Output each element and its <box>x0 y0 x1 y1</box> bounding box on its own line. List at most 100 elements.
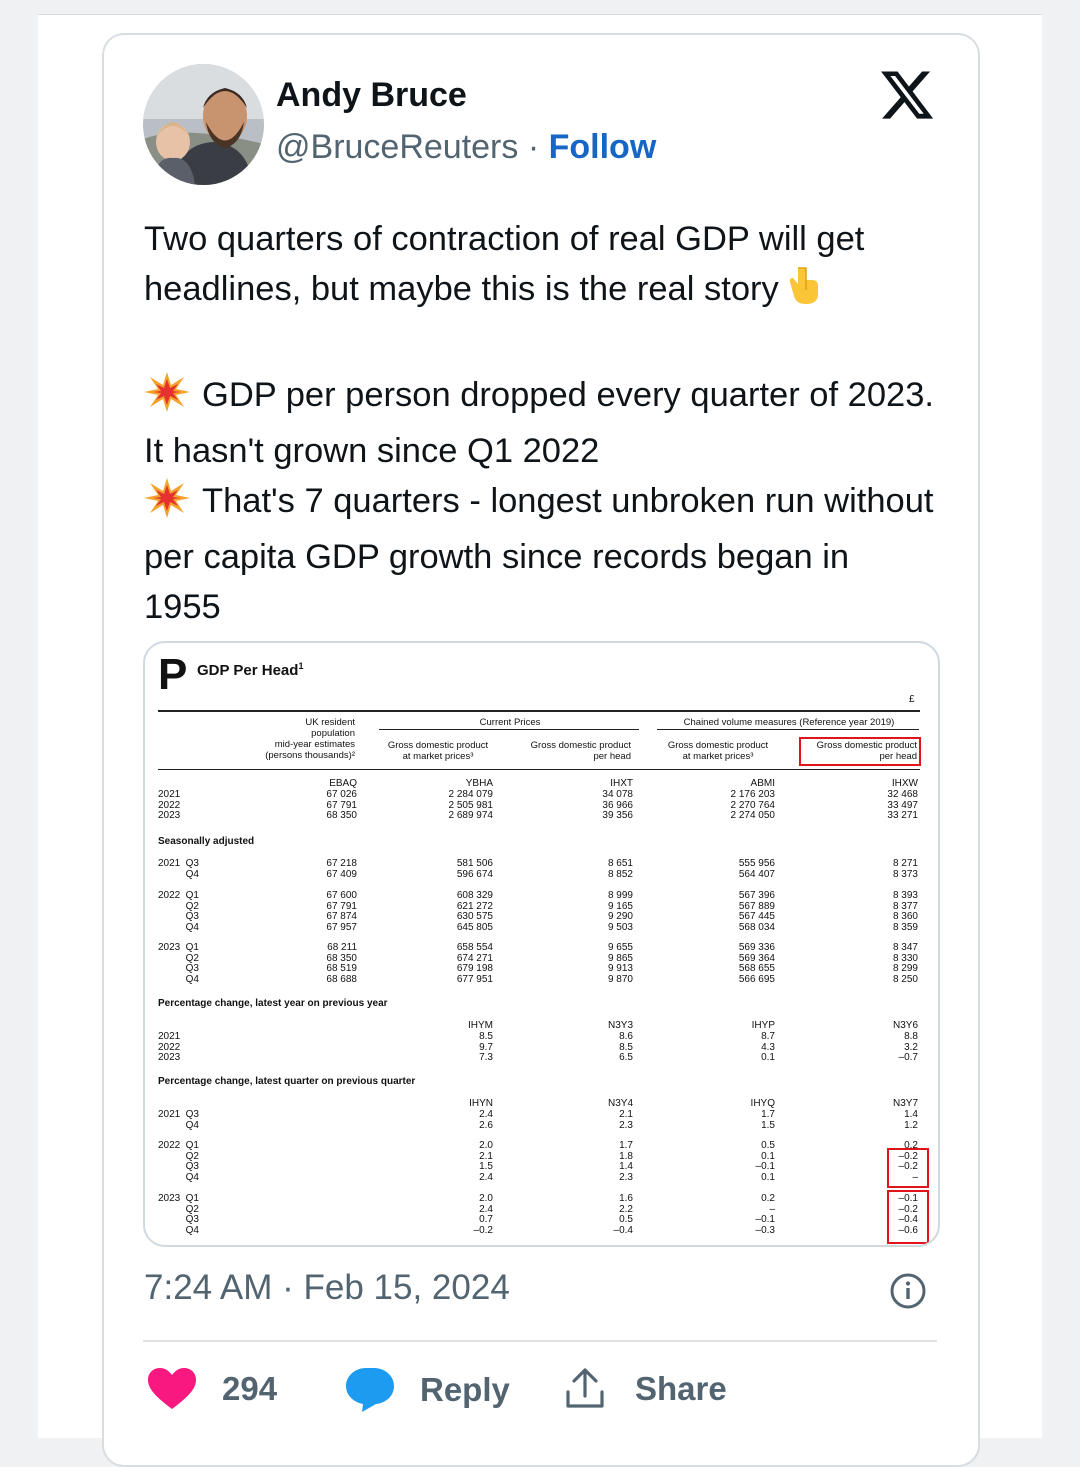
table-cell: 68 350 <box>326 952 357 964</box>
table-cell: 658 554 <box>456 942 493 953</box>
info-icon[interactable] <box>889 1272 927 1310</box>
row-year-label: 2023 <box>158 1052 181 1063</box>
row-quarter-label: Q3 <box>185 1161 199 1172</box>
table-cell: 33 497 <box>887 799 918 811</box>
table-cell: 2.1 <box>619 1109 633 1120</box>
row-year-label: 2021 <box>158 789 181 800</box>
table-cell: 0.5 <box>619 1214 633 1225</box>
table-cell: 8 373 <box>892 868 918 880</box>
table-cell: 1.7 <box>619 1140 633 1151</box>
reply-label: Reply <box>420 1371 510 1408</box>
table-cell: 68 211 <box>327 942 357 953</box>
table-cell: 2.6 <box>479 1119 493 1131</box>
table-cell: 0.2 <box>761 1193 775 1204</box>
table-cell: –0.2 <box>898 1161 918 1172</box>
table-cell: 8 377 <box>892 900 918 912</box>
table-cell: 568 655 <box>738 963 775 974</box>
table-cell: 4.3 <box>761 1041 775 1053</box>
row-year-label: 2022 <box>158 799 181 811</box>
collision-emoji-icon <box>144 478 190 532</box>
row-quarter-label: Q1 <box>185 1193 199 1204</box>
row-quarter-label: Q2 <box>185 1150 199 1162</box>
row-quarter-label: Q2 <box>185 900 199 912</box>
row-quarter-label: Q4 <box>185 1119 199 1131</box>
table-cell: 568 034 <box>738 921 775 933</box>
attached-image[interactable]: P GDP Per Head1 £ UK resident population m… <box>143 641 940 1247</box>
row-year-label: 2022 <box>158 1041 181 1053</box>
series-code: IHYM <box>468 1020 493 1031</box>
author-handle[interactable]: @BruceReuters <box>276 128 519 166</box>
table-cell: 679 198 <box>456 963 493 974</box>
table-cell: 8 347 <box>892 942 918 953</box>
table-cell: 1.8 <box>619 1150 633 1162</box>
author-name[interactable]: Andy Bruce <box>276 76 467 114</box>
table-cell: 8 651 <box>607 858 633 869</box>
table-cell: 9 165 <box>607 900 633 912</box>
table-cell: 67 218 <box>326 858 357 869</box>
table-cell: 2.2 <box>619 1203 633 1215</box>
table-cell: 67 600 <box>326 890 357 901</box>
table-cell: 8.7 <box>761 1031 775 1042</box>
table-cell: 2 505 981 <box>448 799 494 811</box>
table-cell: 1.2 <box>904 1119 918 1131</box>
table-cell: 566 695 <box>738 973 775 985</box>
x-logo-icon[interactable] <box>878 66 936 124</box>
reply-button[interactable]: Reply <box>346 1368 510 1412</box>
tweet-bullet-2: That's 7 quarters - longest unbroken run… <box>144 482 934 626</box>
table-cell: 1.6 <box>619 1193 633 1204</box>
row-year-label: 2022 <box>158 890 181 901</box>
table-cell: 67 957 <box>326 921 357 933</box>
table-cell: 596 674 <box>456 868 493 880</box>
col-current-per-head-header: Gross domestic product per head <box>530 740 631 762</box>
tweet-text: Two quarters of contraction of real GDP … <box>144 214 934 632</box>
group-current-prices: Current Prices <box>479 717 541 728</box>
table-cell: 34 078 <box>602 789 633 800</box>
col-current-gdp-header: Gross domestic product at market prices³ <box>387 740 489 762</box>
row-quarter-label: Q4 <box>185 921 199 933</box>
group-current-rule <box>379 729 639 730</box>
row-quarter-label: Q3 <box>185 911 199 922</box>
table-cell: 2 689 974 <box>448 810 494 821</box>
tweet-timestamp[interactable]: 7:24 AM · Feb 15, 2024 <box>144 1268 510 1307</box>
table-cell: 2.0 <box>479 1140 493 1151</box>
table-cell: 6.5 <box>619 1052 633 1063</box>
table-cell: 674 271 <box>456 952 493 964</box>
collision-emoji-icon <box>144 372 190 426</box>
table-cell: 68 519 <box>326 963 357 974</box>
col-chained-per-head-header: Gross domestic product per head <box>816 740 917 762</box>
table-cell: 567 396 <box>738 890 775 901</box>
like-button[interactable]: 294 <box>148 1368 277 1410</box>
follow-button[interactable]: Follow <box>548 128 657 166</box>
row-quarter-label: Q2 <box>185 1203 199 1215</box>
table-cell: 564 407 <box>738 868 775 880</box>
share-icon <box>565 1368 605 1410</box>
highlight-box-2022 <box>887 1148 929 1188</box>
table-top-rule <box>158 710 920 712</box>
table-cell: 2.4 <box>479 1203 493 1215</box>
author-avatar[interactable] <box>143 64 264 185</box>
table-cell: –0.6 <box>898 1224 918 1236</box>
header-bottom-rule <box>158 769 920 770</box>
table-cell: 0.2 <box>904 1140 918 1151</box>
row-year-label: 2023 <box>158 942 181 953</box>
series-code: EBAQ <box>329 778 357 789</box>
table-cell: 67 791 <box>326 799 357 811</box>
table-cell: 0.1 <box>761 1052 775 1063</box>
table-cell: 67 026 <box>326 789 357 800</box>
table-cell: 68 688 <box>326 973 357 985</box>
table-cell: 9 913 <box>607 963 633 974</box>
table-cell: 630 575 <box>456 911 493 922</box>
series-code: IHXT <box>610 778 633 789</box>
author-handle-row: @BruceReuters · Follow <box>276 128 656 167</box>
table-cell: 36 966 <box>602 799 633 811</box>
table-cell: –0.4 <box>898 1214 918 1225</box>
row-quarter-label: Q3 <box>185 858 199 869</box>
table-cell: 1.7 <box>761 1109 775 1120</box>
table-cell: 8 999 <box>607 890 633 901</box>
table-cell: –0.1 <box>755 1161 775 1172</box>
share-button[interactable]: Share <box>565 1368 727 1410</box>
table-cell: 9 870 <box>607 973 633 985</box>
reply-bubble-icon <box>346 1368 394 1412</box>
series-code: IHYQ <box>750 1098 775 1109</box>
table-cell: 9.7 <box>479 1041 493 1053</box>
